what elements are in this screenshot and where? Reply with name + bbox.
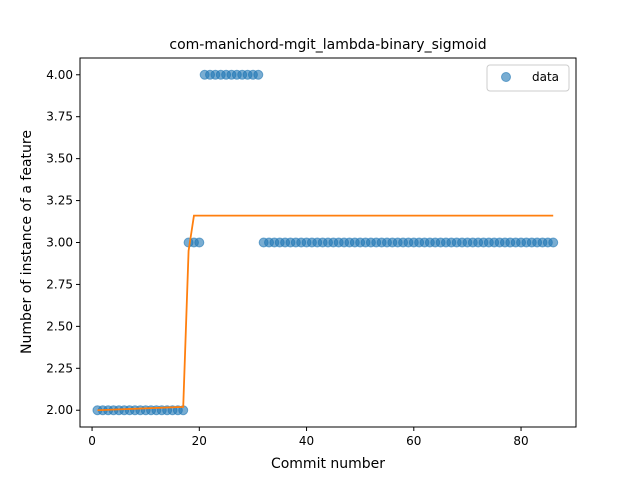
data-point: [194, 237, 205, 248]
legend-box: [486, 64, 570, 92]
y-axis-label: Number of instance of a feature: [19, 130, 35, 354]
legend-label: data: [532, 70, 559, 84]
y-tick-label: 3.00: [46, 236, 73, 250]
legend: data: [486, 64, 570, 92]
y-tick-label: 2.50: [46, 319, 73, 333]
x-axis-label: Commit number: [271, 456, 385, 472]
y-tick-label: 3.50: [46, 152, 73, 166]
x-tick-label: 60: [406, 434, 421, 448]
fit-line: [97, 214, 554, 412]
y-tick-label: 3.25: [46, 194, 73, 208]
y-tick-label: 2.75: [46, 277, 73, 291]
y-tick-label: 2.25: [46, 361, 73, 375]
x-tick-label: 40: [299, 434, 314, 448]
x-tick-label: 20: [192, 434, 207, 448]
x-tick-label: 0: [88, 434, 96, 448]
x-tick-label: 80: [513, 434, 528, 448]
y-tick-label: 4.00: [46, 68, 73, 82]
axes: 0 20 40 60 80 2.00 2.25 2.50 2.75 3.00 3.25 3.50 3.7…: [46, 57, 577, 448]
y-tick-label: 3.75: [46, 110, 73, 124]
plot-area: [92, 69, 559, 416]
data-point: [548, 237, 559, 248]
y-tick-label: 2.00: [46, 403, 73, 417]
chart-title: com-manichord-mgit_lambda-binary_sigmoid: [169, 37, 486, 53]
data-point: [253, 69, 264, 80]
legend-marker: [501, 72, 511, 82]
